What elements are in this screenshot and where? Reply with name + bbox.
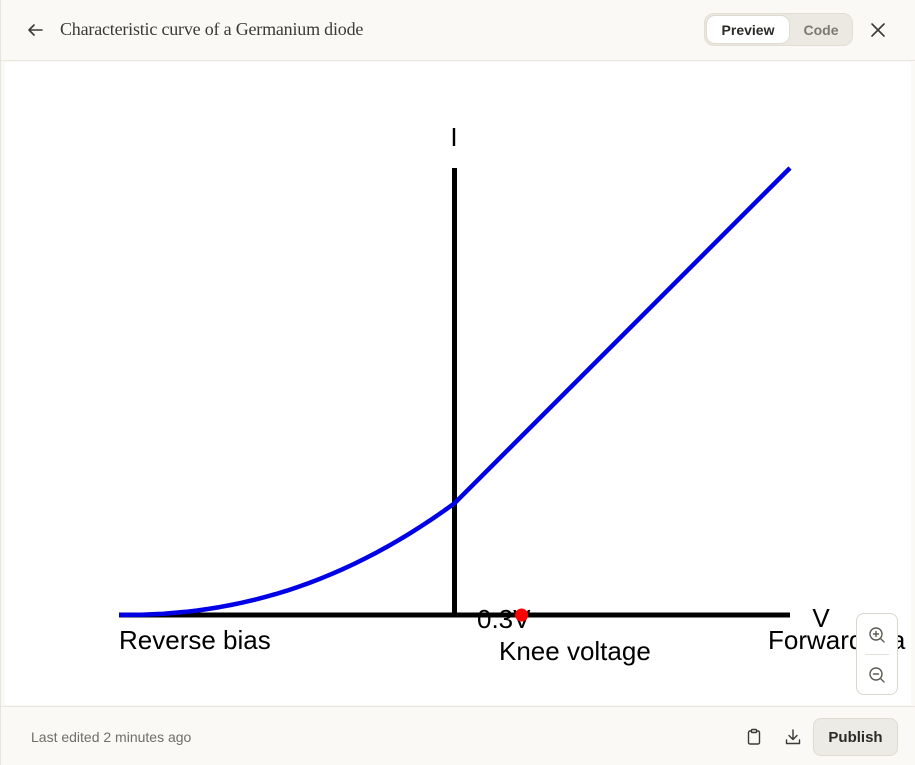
iv-curve: [118, 166, 792, 618]
knee-voltage-label: Knee voltage: [499, 636, 651, 666]
reverse-bias-label: Reverse bias: [119, 625, 271, 655]
zoom-in-button[interactable]: [857, 616, 897, 654]
diode-chart: I V Reverse bias Forward bia 0.3V Knee v…: [118, 122, 906, 666]
zoom-divider: [865, 654, 889, 655]
close-button[interactable]: [865, 17, 891, 43]
code-tab[interactable]: Code: [803, 21, 839, 38]
zoom-out-button[interactable]: [857, 656, 897, 694]
y-axis-label: I: [450, 122, 457, 152]
view-toggle: Preview Code: [704, 13, 853, 46]
preview-canvas: I V Reverse bias Forward bia 0.3V Knee v…: [5, 62, 911, 705]
zoom-in-icon: [869, 627, 885, 643]
preview-tab[interactable]: Preview: [707, 16, 789, 43]
x-axis-label: V: [812, 603, 830, 633]
arrow-left-icon: [28, 24, 43, 36]
download-button[interactable]: [780, 724, 806, 750]
last-edited-text: Last edited 2 minutes ago: [31, 729, 192, 745]
close-icon: [871, 23, 885, 37]
header-bar: Characteristic curve of a Germanium diod…: [1, 0, 915, 61]
footer-bar: Last edited 2 minutes ago Publish: [1, 706, 915, 765]
back-button[interactable]: [21, 16, 49, 44]
zoom-controls: [856, 613, 898, 695]
copy-button[interactable]: [741, 724, 767, 750]
publish-button[interactable]: Publish: [813, 718, 898, 756]
zoom-out-icon: [869, 667, 885, 683]
download-icon: [785, 729, 801, 745]
knee-marker: [515, 608, 529, 622]
clipboard-icon: [747, 728, 761, 745]
page-title: Characteristic curve of a Germanium diod…: [60, 19, 364, 39]
